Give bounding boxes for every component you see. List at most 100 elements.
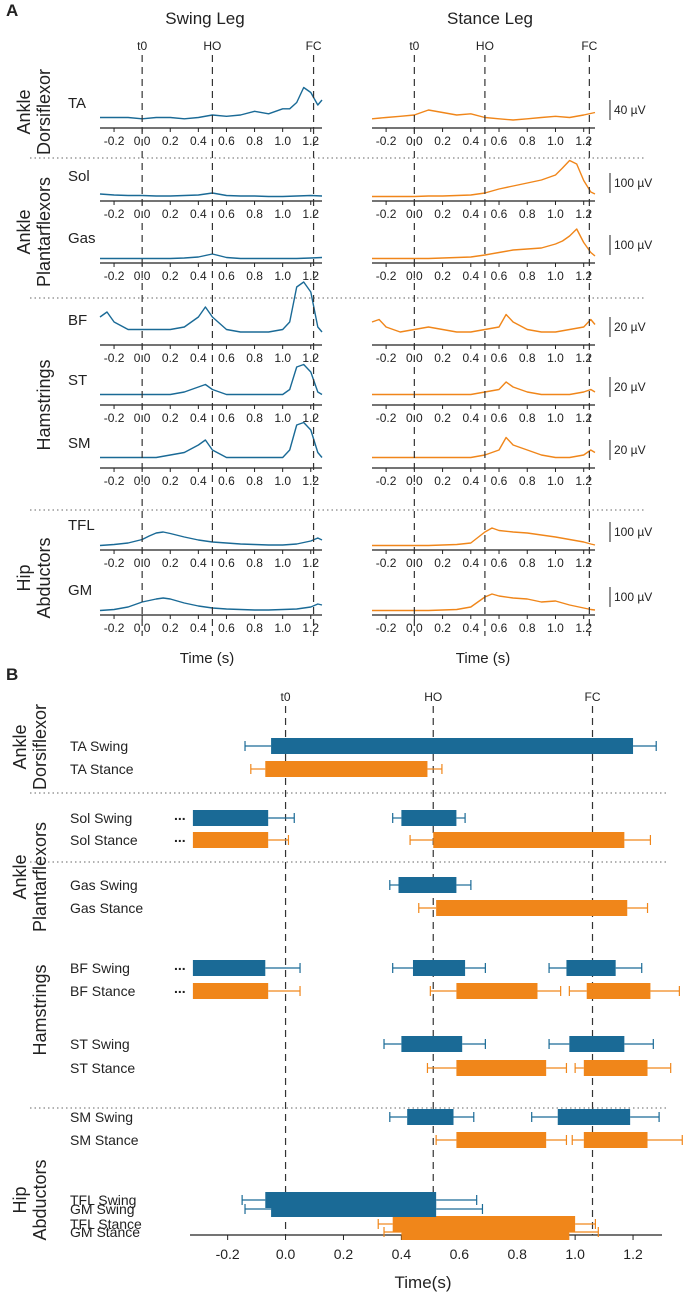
tick-label-swing-gm: 0.6: [218, 621, 235, 635]
emg-trace-swing-sm: [100, 421, 323, 459]
event-label-swing-ho: HO: [203, 39, 221, 53]
tick-label-stance-tfl: -0.2: [376, 556, 397, 570]
activation-bar-bf-stance-seg-1: [456, 983, 538, 999]
tick-label-stance-gas: 0.8: [519, 269, 536, 283]
scale-label-ta: 40 µV: [614, 103, 646, 117]
muscle-label-sol: Sol: [68, 168, 90, 185]
activation-bar-sol-swing-seg-0: [192, 810, 269, 826]
activation-bar-st-stance-seg-1: [583, 1060, 648, 1076]
panel-b-tick-label: 1.2: [623, 1246, 643, 1262]
tick-label-swing-bf: 0.8: [246, 351, 263, 365]
row-label-st-swing: ST Swing: [70, 1036, 130, 1052]
group-label-ankle-dorsiflexor: AnkleDorsiflexor: [14, 69, 54, 155]
panel-b-tick-label: 0.4: [392, 1246, 412, 1262]
scale-label-gm: 100 µV: [614, 590, 652, 604]
panel-a: -0.2 0.0 0.2 0.4 0.6 0.8 1.0 1.2 -0.2 0.0 0.2 0.4 0.…: [14, 39, 652, 636]
tick-label-stance-ta: 0.6: [491, 134, 508, 148]
activation-bar-sm-stance-seg-1: [583, 1132, 648, 1148]
event-label-stance-t0: t0: [409, 39, 419, 53]
tick-label-stance-tfl: 0.8: [519, 556, 536, 570]
tick-label-swing-tfl: 0.8: [246, 556, 263, 570]
row-label-sol-swing: Sol Swing: [70, 810, 132, 826]
tick-label-swing-gm: 0.4: [190, 621, 207, 635]
activation-bar-bf-swing-seg-0: [192, 960, 266, 976]
tick-label-stance-st: 0.2: [434, 411, 451, 425]
panel-b: -0.2 0.0 0.2 0.4 0.6 0.8 1.0 1.2 t0 HO FC AnkleDors…: [10, 690, 683, 1262]
scale-label-tfl: 100 µV: [614, 525, 652, 539]
emg-trace-swing-st: [100, 363, 323, 396]
emg-trace-swing-ta: [100, 86, 323, 120]
row-label-bf-stance: BF Stance: [70, 983, 136, 999]
activation-bar-sm-swing-seg-1: [557, 1109, 631, 1125]
tick-label-swing-gas: 0.8: [246, 269, 263, 283]
row-label-tfl-stance: TFL Stance: [70, 1216, 142, 1232]
tick-label-swing-bf: 1.0: [274, 351, 291, 365]
activation-bar-sol-stance-seg-1: [433, 832, 625, 848]
emg-trace-swing-tfl: [99, 531, 323, 547]
emg-trace-stance-sol: [372, 159, 596, 198]
activation-bar-st-stance-seg-0: [456, 1060, 547, 1076]
panel-b-group-hip-abductors: HipAbductors: [10, 1159, 50, 1240]
tick-label-stance-sm: -0.2: [376, 474, 397, 488]
panel-b-time-axis-title: Time(s): [395, 1273, 452, 1292]
activation-bar-bf-swing-seg-2: [566, 960, 616, 976]
tick-label-stance-bf: 1.0: [547, 351, 564, 365]
tick-label-swing-st: 0.2: [162, 411, 179, 425]
scale-label-gas: 100 µV: [614, 238, 652, 252]
activation-bar-sm-swing-seg-0: [407, 1109, 454, 1125]
tick-label-swing-gas: 0.2: [162, 269, 179, 283]
tick-label-stance-ta: 1.0: [547, 134, 564, 148]
tick-label-stance-gm: 0.4: [462, 621, 479, 635]
tick-label-swing-ta: 0.2: [162, 134, 179, 148]
tick-label-swing-sol: 0.8: [246, 207, 263, 221]
tick-label-stance-tfl: 1.0: [547, 556, 564, 570]
tick-label-stance-gm: 0.2: [434, 621, 451, 635]
tick-label-swing-ta: 0.8: [246, 134, 263, 148]
tick-label-stance-st: 1.2: [575, 411, 592, 425]
tick-label-swing-gm: 0.8: [246, 621, 263, 635]
panel-b-tick-label: 1.0: [565, 1246, 585, 1262]
tick-label-swing-tfl: 1.0: [274, 556, 291, 570]
tick-label-swing-tfl: 0.4: [190, 556, 207, 570]
tick-label-stance-gm: 0.6: [491, 621, 508, 635]
tick-label-stance-gm: 1.0: [547, 621, 564, 635]
tick-label-swing-sm: 1.2: [302, 474, 319, 488]
panel-b-event-label-ho: HO: [424, 690, 442, 704]
activation-bar-ta-stance-seg-0: [265, 761, 428, 777]
panel-b-event-label-fc: FC: [585, 690, 601, 704]
panel-b-tick-label: 0.8: [507, 1246, 527, 1262]
tick-label-swing-gas: 0.4: [190, 269, 207, 283]
tick-label-stance-sm: 1.0: [547, 474, 564, 488]
tick-label-stance-sm: 0.6: [491, 474, 508, 488]
tick-label-stance-st: 0.6: [491, 411, 508, 425]
tick-label-stance-sol: 1.2: [575, 207, 592, 221]
swing-time-axis-title: Time (s): [180, 650, 234, 667]
emg-trace-swing-gm: [99, 597, 323, 612]
muscle-label-ta: TA: [68, 95, 86, 112]
scale-label-sm: 20 µV: [614, 443, 646, 457]
tick-label-swing-tfl: 0.2: [162, 556, 179, 570]
muscle-label-gas: Gas: [68, 230, 96, 247]
tick-label-swing-sol: -0.2: [104, 207, 125, 221]
activation-bar-sol-stance-seg-0: [192, 832, 269, 848]
tick-label-swing-gm: 1.0: [274, 621, 291, 635]
panel-b-group-hamstrings: Hamstrings: [30, 964, 50, 1055]
emg-trace-stance-bf: [371, 313, 596, 333]
event-label-swing-fc: FC: [306, 39, 322, 53]
truncation-marker-sol-swing: ...: [174, 807, 186, 823]
emg-trace-stance-st: [372, 381, 596, 396]
panel-b-group-ankle-dorsiflexor: AnkleDorsiflexor: [10, 704, 50, 790]
tick-label-stance-ta: 0.4: [462, 134, 479, 148]
tick-label-swing-gm: 0.0: [134, 621, 151, 635]
tick-label-stance-ta: 0.2: [434, 134, 451, 148]
tick-label-stance-ta: -0.2: [376, 134, 397, 148]
tick-label-stance-gas: 1.0: [547, 269, 564, 283]
group-label-ankle-plantarflexors: AnklePlantarflexors: [14, 177, 54, 287]
tick-label-stance-sol: 0.8: [519, 207, 536, 221]
row-label-tfl-swing: TFL Swing: [70, 1192, 136, 1208]
row-label-sol-stance: Sol Stance: [70, 832, 138, 848]
truncation-marker-bf-swing: ...: [174, 957, 186, 973]
tick-label-stance-ta: 1.2: [575, 134, 592, 148]
stance-time-axis-title: Time (s): [456, 650, 510, 667]
